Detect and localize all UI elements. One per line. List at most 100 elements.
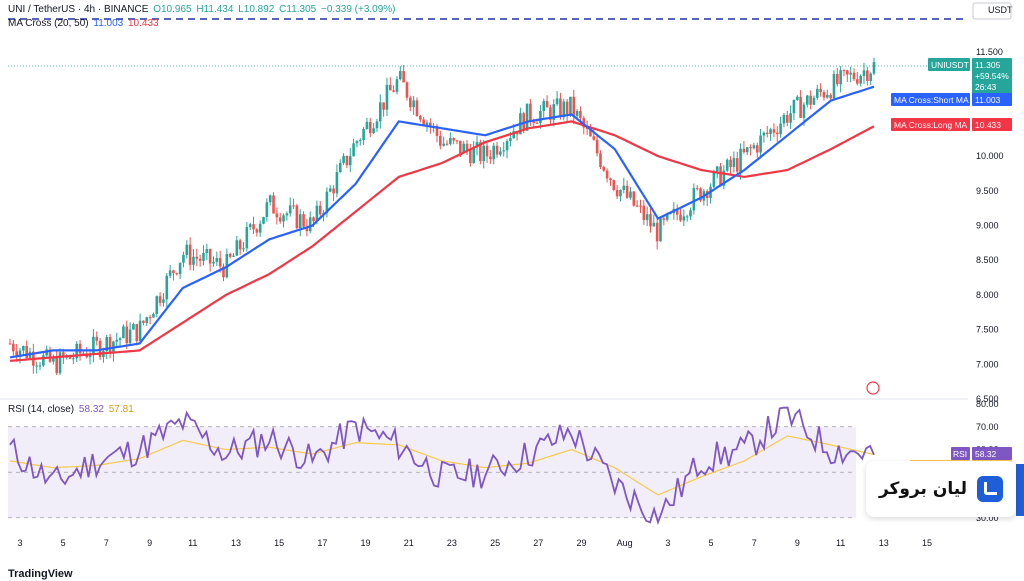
candle-body — [298, 214, 302, 229]
time-tick-label: 23 — [447, 538, 457, 548]
candle-body — [212, 261, 215, 264]
candle-body — [58, 352, 62, 374]
candle-body — [819, 88, 822, 93]
symbol-tag-bg — [928, 58, 970, 71]
candle-body — [505, 141, 509, 151]
candle-body — [372, 128, 375, 134]
last-price-text: 11.305 — [975, 60, 1001, 70]
candle-body — [829, 94, 832, 99]
candle-body — [409, 97, 412, 108]
candle-body — [645, 214, 649, 221]
time-tick-label: 29 — [576, 538, 586, 548]
candle-body — [492, 145, 496, 160]
candle-body — [425, 122, 429, 126]
candle-body — [95, 336, 99, 341]
candle-body — [415, 100, 419, 117]
candle-body — [836, 73, 839, 85]
rsi-name: RSI (14, close) — [8, 404, 75, 415]
candle-body — [228, 254, 232, 257]
candle-body — [802, 104, 806, 118]
long-ma-tag-bg — [891, 118, 970, 131]
price-tick-label: 7.500 — [976, 325, 999, 335]
candle-body — [342, 155, 345, 163]
candle-body — [375, 121, 379, 129]
candle-body — [512, 131, 516, 139]
candles — [8, 57, 876, 376]
time-tick-label: 13 — [231, 538, 241, 548]
time-tick-label: 15 — [922, 538, 932, 548]
candle-body — [619, 189, 622, 197]
rsi-ma-line — [9, 435, 875, 496]
candle-body — [479, 142, 482, 162]
candle-body — [689, 210, 692, 217]
candle-body — [175, 273, 179, 275]
rsi-pane — [8, 406, 875, 526]
candle-body — [12, 343, 15, 352]
candle-body — [569, 96, 572, 115]
candle-body — [872, 62, 876, 74]
candle-body — [589, 128, 592, 137]
brand-name: لیان بروکر — [878, 479, 968, 499]
candle-body — [449, 138, 452, 144]
candle-body — [509, 138, 512, 142]
candle-body — [128, 329, 132, 344]
short-ma-tag-bg — [891, 93, 970, 106]
candle-body — [765, 132, 769, 134]
candle-body — [295, 205, 299, 229]
candle-body — [429, 122, 432, 127]
candle-body — [735, 158, 739, 172]
candle-body — [168, 270, 172, 276]
pct-change-text: +59.54% — [975, 71, 1009, 81]
candle-body — [775, 132, 779, 135]
candle-body — [722, 170, 726, 186]
candle-body — [42, 355, 45, 366]
candle-body — [552, 104, 556, 120]
candle-body — [395, 79, 399, 92]
ohlc-low: L10.892 — [238, 4, 275, 15]
candle-body — [412, 100, 415, 108]
candle-body — [205, 249, 209, 253]
candle-body — [632, 191, 636, 206]
candle-body — [88, 355, 92, 358]
candle-body — [399, 71, 402, 80]
candle-body — [405, 82, 409, 98]
candle-body — [852, 72, 856, 80]
indicator-short-val: 11.003 — [93, 18, 124, 29]
candle-body — [282, 215, 285, 222]
candle-body — [335, 172, 339, 194]
candle-body — [625, 185, 629, 198]
symbol-header: UNI / TetherUS · 4h · BINANCE O10.965 H1… — [8, 4, 398, 15]
candle-body — [559, 98, 562, 118]
tradingview-logo: TradingView — [8, 568, 73, 580]
candle-body — [745, 147, 749, 153]
rsi-header[interactable]: RSI (14, close) 58.32 57.81 — [8, 404, 136, 415]
indicator-name: MA Cross (20, 50) — [8, 18, 89, 29]
candle-body — [839, 70, 842, 85]
last-price-tag-bg — [972, 58, 1012, 94]
candle-body — [165, 275, 169, 300]
candle-body — [442, 143, 445, 146]
candle-body — [188, 244, 192, 265]
lightning-icon — [866, 381, 880, 395]
candle-body — [178, 262, 182, 275]
candle-body — [642, 205, 646, 221]
indicator-header[interactable]: MA Cross (20, 50) 11.003 10.433 — [8, 18, 161, 29]
candle-body — [832, 73, 836, 99]
candle-body — [142, 320, 145, 323]
candle-body — [649, 214, 652, 227]
candle-body — [455, 140, 459, 142]
candle-body — [755, 145, 759, 153]
candle-body — [215, 258, 219, 262]
candle-body — [799, 96, 802, 118]
candle-body — [792, 99, 796, 114]
candle-body — [18, 350, 22, 357]
candle-body — [275, 213, 279, 218]
candle-body — [52, 357, 55, 362]
candle-body — [338, 162, 342, 173]
candle-body — [782, 115, 786, 124]
rsi-tick-label: 80.00 — [976, 399, 999, 409]
candle-body — [789, 113, 792, 123]
candle-body — [38, 365, 42, 367]
rsi-header-val: 58.32 — [78, 404, 104, 415]
